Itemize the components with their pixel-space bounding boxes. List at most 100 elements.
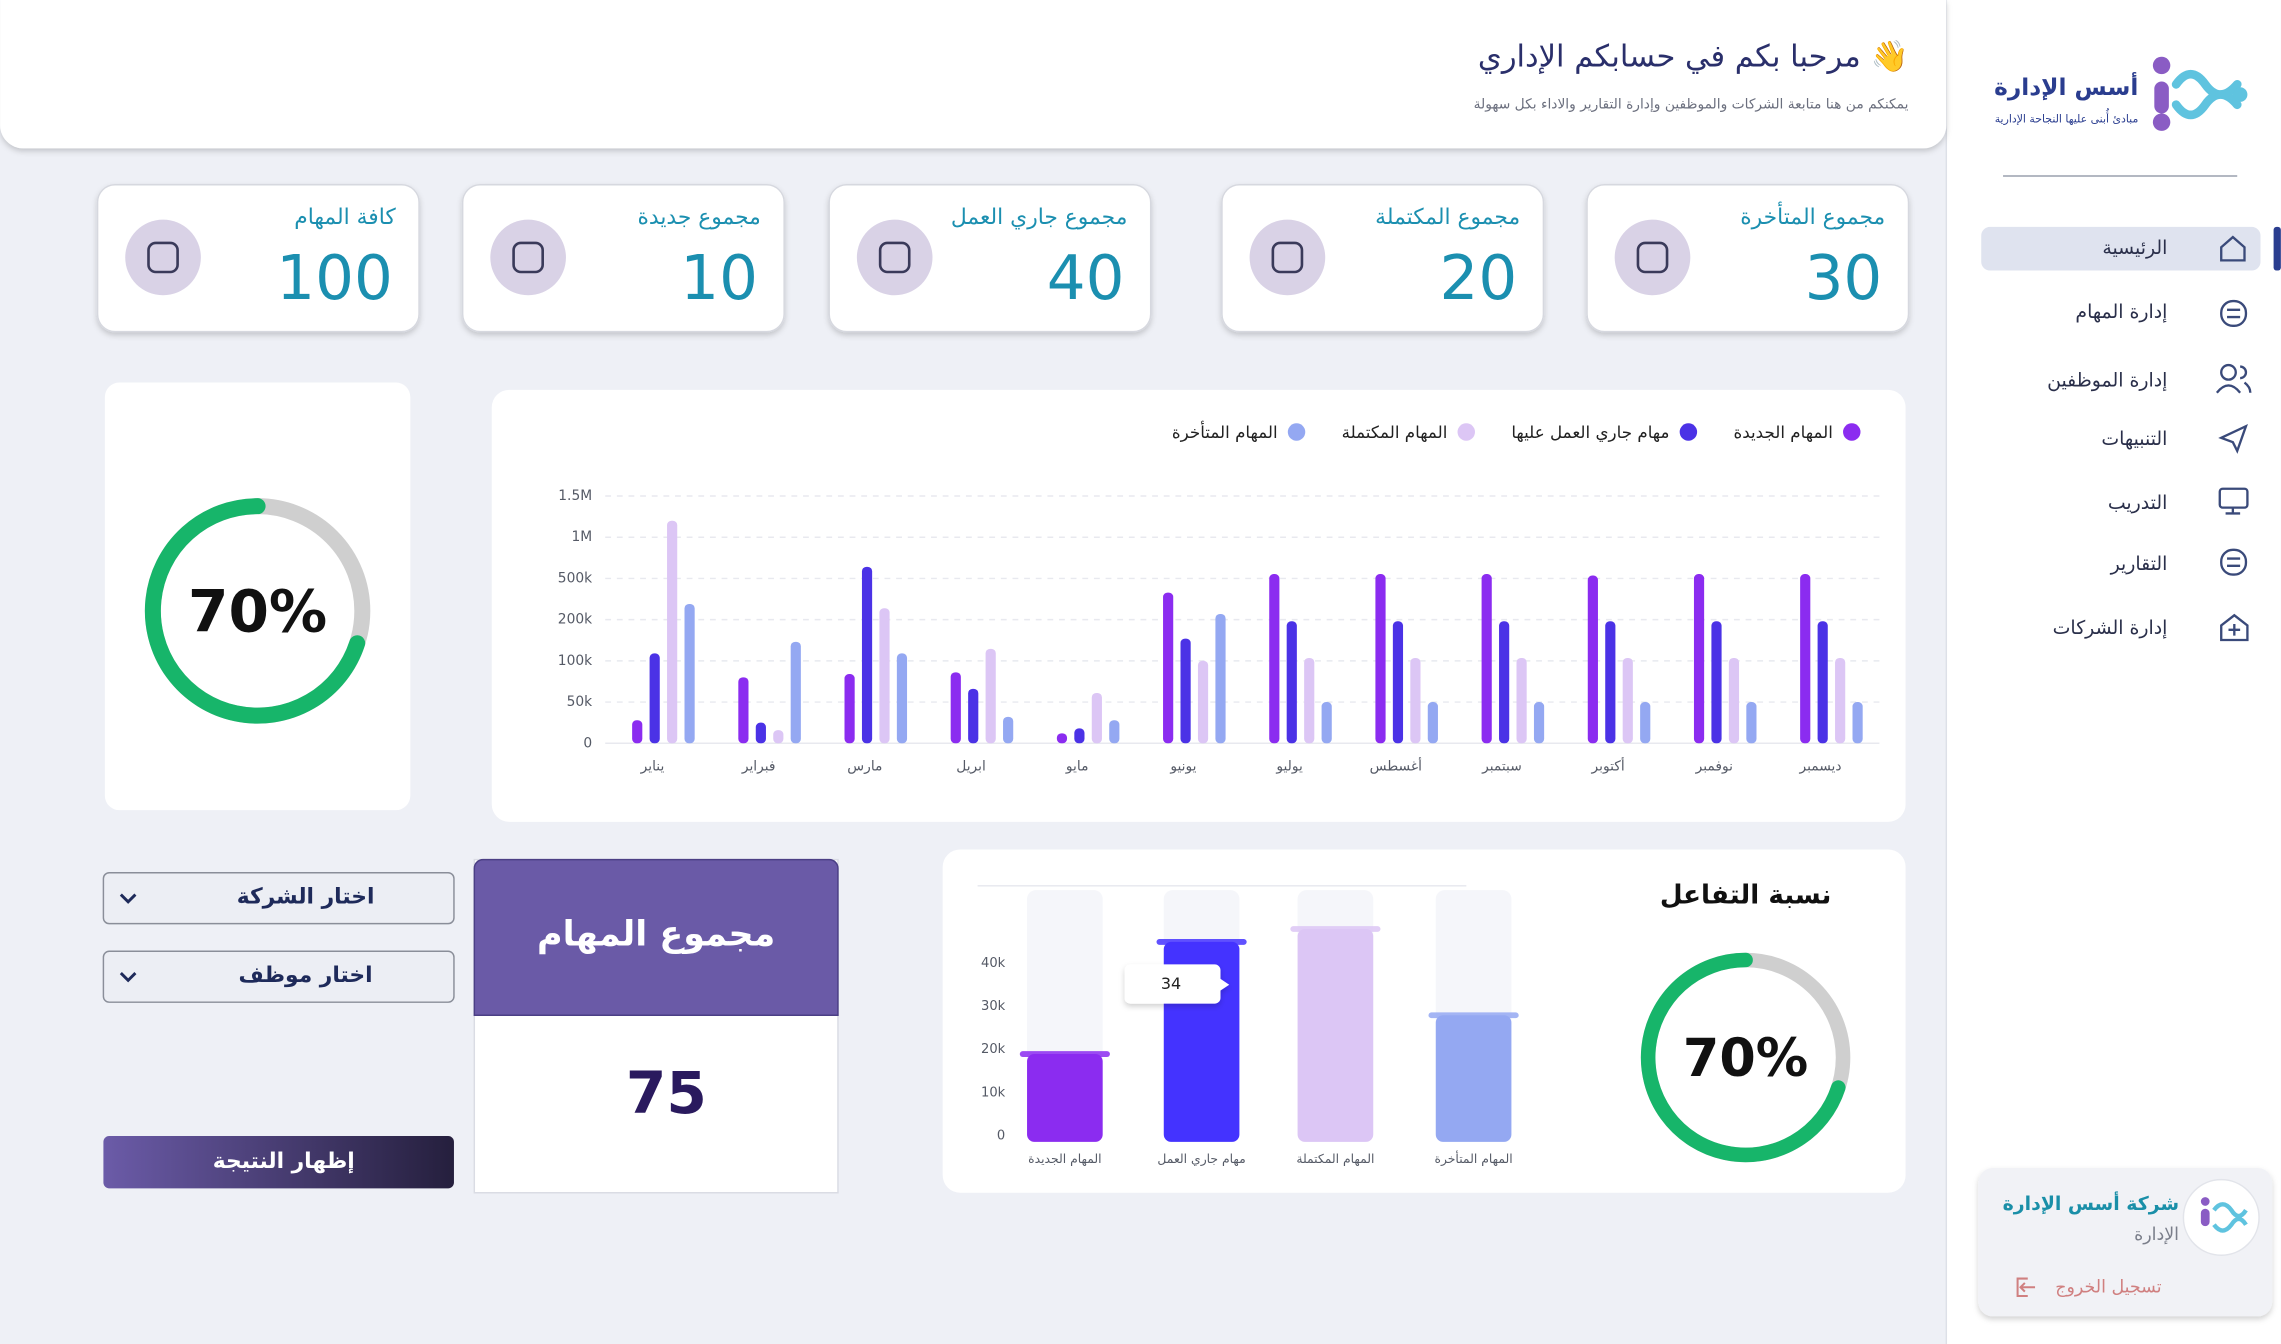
x-tick-label: المهام المتأخرة <box>1435 1150 1513 1167</box>
bar <box>667 520 678 744</box>
bar <box>1800 574 1811 744</box>
bar <box>1499 621 1510 744</box>
x-tick-label: سبتمبر <box>1481 759 1522 775</box>
bar-cap <box>1428 1012 1519 1019</box>
y-tick-label: 100k <box>558 653 592 669</box>
donut-label: 70% <box>1683 1028 1808 1089</box>
y-tick-label: 40k <box>981 956 1006 971</box>
x-tick-label: نوفمبر <box>1695 759 1733 775</box>
stat-icon-glyph <box>1271 241 1304 274</box>
total-card-header <box>473 858 839 1016</box>
bar <box>1605 621 1616 744</box>
company-logo <box>2182 1178 2260 1256</box>
stat-title: كافة المهام <box>294 205 396 230</box>
company-select[interactable] <box>102 872 455 925</box>
y-tick-label: 200k <box>558 612 592 628</box>
bar <box>1375 574 1386 744</box>
bar-cap <box>1019 1051 1110 1057</box>
sidebar <box>1946 0 2281 1344</box>
stat-card <box>1586 184 1910 333</box>
x-tick-label: فبراير <box>741 759 776 775</box>
bar <box>1693 574 1705 744</box>
stat-value: 30 <box>1805 243 1883 314</box>
x-tick-label: أكتوبر <box>1591 757 1625 775</box>
x-tick-label: يناير <box>640 759 665 775</box>
bar <box>1711 621 1722 744</box>
nav-item[interactable]: إدارة المهام <box>2075 301 2167 324</box>
bar <box>1587 575 1598 744</box>
y-tick-label: 10k <box>981 1085 1006 1100</box>
bar <box>1410 657 1421 744</box>
nav-active-bg <box>1981 226 2261 271</box>
stat-value: 40 <box>1047 243 1125 314</box>
y-tick-label: 50k <box>567 694 593 710</box>
total-title: مجموع المهام <box>537 914 775 954</box>
legend-swatch <box>1679 423 1698 441</box>
nav-item[interactable]: التنبيهات <box>2101 428 2167 450</box>
nav-item[interactable]: التدريب <box>2108 492 2168 514</box>
bar <box>1728 657 1740 744</box>
bar <box>684 603 695 744</box>
select-label[interactable]: اختار موظف <box>239 963 373 988</box>
legend-label: المهام الجديدة <box>1733 422 1832 443</box>
x-tick-label: المهام الجديدة <box>1028 1152 1101 1167</box>
company-logo-mark <box>2200 1197 2248 1233</box>
tooltip-text: 34 <box>1161 974 1181 993</box>
bar <box>755 722 766 744</box>
stat-icon <box>490 219 566 296</box>
submit-button[interactable] <box>103 1136 454 1189</box>
y-tick-label: 500k <box>558 570 592 586</box>
y-tick-label: 20k <box>981 1042 1006 1057</box>
bar <box>1269 574 1280 744</box>
legend-swatch <box>1457 423 1475 441</box>
bar <box>1835 657 1846 744</box>
y-tick-label: 0 <box>997 1129 1005 1144</box>
brand-tagline: مبادئ أُبنى عليها النجاحة الإدارية <box>1995 107 2139 125</box>
bar <box>790 641 801 744</box>
bar <box>1297 928 1374 1142</box>
employee-select[interactable] <box>102 950 455 1003</box>
select-label[interactable]: اختار الشركة <box>237 884 375 909</box>
bar <box>1321 702 1332 744</box>
stat-card <box>1221 184 1545 333</box>
bar <box>773 730 784 744</box>
nav-active-indicator <box>2273 226 2281 271</box>
nav-item[interactable]: إدارة الموظفين <box>2047 370 2167 393</box>
bar <box>1852 702 1863 744</box>
x-tick-label: يونيو <box>1169 759 1196 775</box>
stat-title: مجموع المتأخرة <box>1740 202 1885 230</box>
legend-label: المهام المكتملة <box>1342 422 1448 443</box>
bar <box>1197 660 1209 744</box>
bar <box>1427 702 1438 744</box>
header-subtitle: يمكنكم من هنا متابعة الشركات والموظفين و… <box>1474 97 1909 113</box>
company-role: الإدارة <box>2134 1225 2179 1245</box>
bar <box>1286 621 1297 744</box>
x-tick-label: مارس <box>847 759 882 775</box>
x-tick-label: يوليو <box>1275 759 1303 775</box>
nav-item[interactable]: التقارير <box>2110 553 2168 575</box>
bar <box>1481 574 1492 744</box>
nav-item[interactable]: إدارة الشركات <box>2053 617 2168 640</box>
brand-name: أسس الإدارة <box>1994 71 2138 101</box>
stat-icon <box>1249 219 1326 296</box>
stat-icon-glyph <box>147 241 179 274</box>
bar <box>1027 1054 1103 1142</box>
y-tick-label: 1.5M <box>558 488 592 504</box>
stat-card <box>96 184 420 333</box>
stat-icon <box>1614 219 1691 296</box>
brand-logo <box>2152 56 2248 131</box>
legend-swatch <box>1843 423 1861 441</box>
tasks-chart-card <box>491 389 1906 822</box>
bar <box>1817 621 1828 744</box>
stat-icon <box>125 219 201 296</box>
header <box>0 0 1947 149</box>
button-label[interactable]: إظهار النتيجة <box>213 1149 355 1174</box>
y-tick-label: 0 <box>583 735 592 751</box>
logout[interactable]: تسجيل الخروج <box>2055 1277 2162 1297</box>
nav-item[interactable]: الرئيسية <box>2102 237 2167 259</box>
bar <box>861 566 873 744</box>
x-tick-label: أغسطس <box>1370 757 1422 775</box>
bar-cap <box>1290 926 1381 932</box>
select-chevrons <box>119 893 137 983</box>
